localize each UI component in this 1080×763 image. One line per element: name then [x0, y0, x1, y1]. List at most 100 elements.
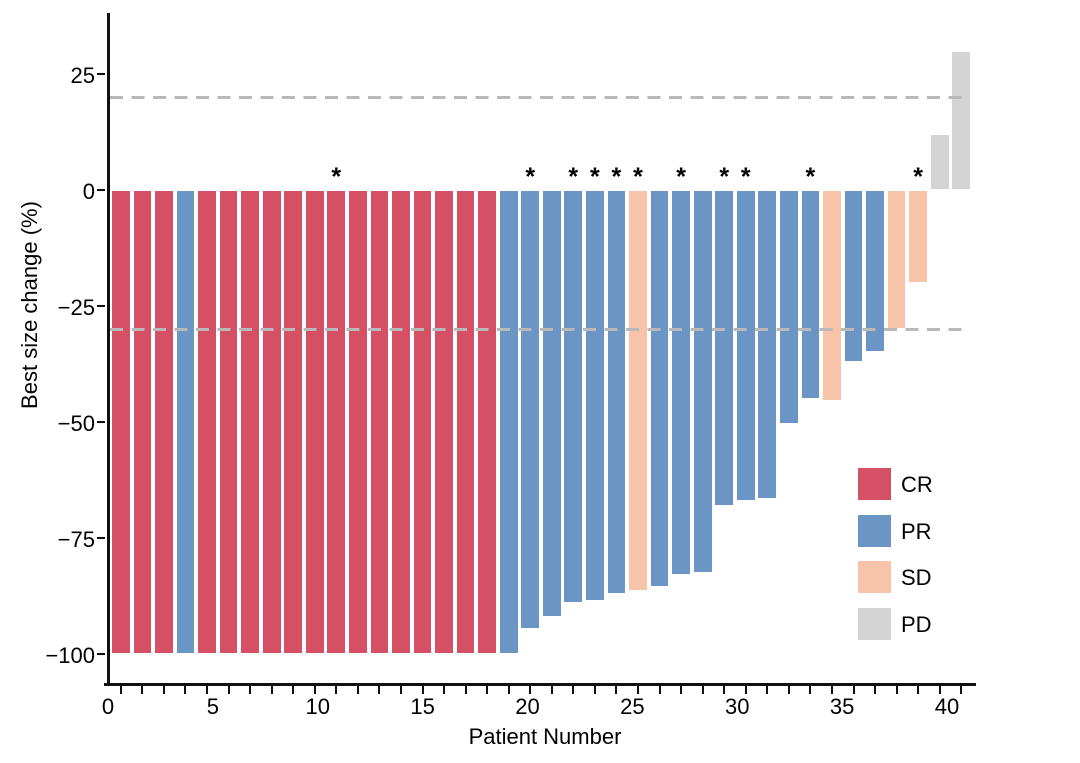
x-tick-label-10: 10 — [305, 694, 331, 719]
x-tick-18 — [486, 686, 489, 694]
star-marker-patient-24: * — [611, 163, 622, 191]
bar-patient-7 — [240, 190, 260, 654]
star-marker-patient-23: * — [590, 163, 600, 191]
bar-patient-1 — [110, 190, 131, 654]
x-tick-31 — [766, 686, 769, 694]
x-tick-26 — [658, 686, 661, 694]
legend-label-PD: PD — [901, 612, 932, 637]
x-tick-14 — [399, 686, 402, 694]
bar-patient-25 — [628, 190, 648, 592]
x-tick-16 — [443, 686, 445, 694]
bar-patient-9 — [283, 190, 304, 654]
y-tick-25 — [97, 73, 105, 75]
x-tick-label-30: 30 — [725, 694, 750, 719]
y-tick-label-0: 0 — [82, 179, 95, 204]
y-tick-label--50: −50 — [57, 411, 95, 436]
bar-patient-27 — [671, 190, 691, 576]
bar-patient-19 — [498, 190, 519, 654]
bar-patient-35 — [843, 190, 864, 362]
x-tick-8 — [270, 686, 273, 694]
x-tick-17 — [464, 686, 467, 694]
bar-patient-24 — [606, 190, 627, 594]
reference-line-20 — [110, 95, 968, 99]
bar-patient-38 — [908, 190, 929, 283]
bar-patient-4 — [175, 190, 196, 654]
star-marker-patient-38: * — [913, 163, 923, 191]
y-tick-label--75: −75 — [57, 527, 95, 552]
x-tick-label-5: 5 — [206, 694, 220, 719]
bar-patient-2 — [132, 190, 153, 654]
x-axis-line — [104, 683, 976, 686]
x-tick-38 — [917, 686, 920, 694]
bar-patient-26 — [649, 190, 670, 587]
y-tick-0 — [97, 189, 105, 191]
x-tick-22 — [572, 686, 575, 694]
x-tick-24 — [615, 686, 618, 694]
x-tick-28 — [701, 686, 704, 694]
x-tick-40 — [960, 686, 963, 694]
bar-patient-15 — [412, 190, 433, 654]
bar-patient-31 — [757, 190, 778, 499]
legend-swatch-PR — [858, 514, 891, 547]
star-marker-patient-11: * — [331, 163, 342, 191]
star-marker-patient-29: * — [719, 163, 730, 191]
x-tick-33 — [809, 686, 812, 694]
x-tick-36 — [874, 686, 876, 694]
x-tick-25 — [637, 686, 639, 694]
x-tick-7 — [249, 686, 252, 694]
bar-patient-39 — [929, 134, 950, 190]
bar-patient-37 — [886, 190, 907, 330]
legend-label-SD: SD — [901, 565, 932, 591]
legend-swatch-PD — [858, 608, 891, 640]
x-tick-29 — [723, 686, 726, 694]
bar-patient-13 — [369, 190, 390, 654]
x-tick-label-15: 15 — [410, 694, 435, 719]
x-tick-20 — [529, 686, 532, 694]
legend-label-PR: PR — [901, 518, 932, 544]
y-tick-label--25: −25 — [57, 295, 95, 320]
x-tick-15 — [421, 686, 424, 694]
x-tick-10 — [313, 686, 316, 694]
x-tick-11 — [335, 686, 338, 694]
star-marker-patient-22: * — [568, 163, 579, 191]
y-tick-label--100: −100 — [45, 643, 95, 668]
star-marker-patient-33: * — [805, 163, 816, 191]
x-tick-12 — [356, 686, 359, 694]
bar-patient-5 — [197, 190, 217, 654]
x-tick-label-35: 35 — [829, 694, 855, 719]
x-tick-34 — [830, 686, 833, 694]
bar-patient-6 — [218, 190, 239, 654]
reference-line--30 — [110, 327, 968, 331]
legend-label-CR: CR — [901, 472, 933, 497]
x-tick-label-0: 0 — [101, 694, 115, 719]
bar-patient-32 — [779, 190, 799, 425]
bar-patient-28 — [692, 190, 713, 573]
bar-patient-36 — [865, 190, 885, 353]
x-tick-3 — [162, 686, 165, 694]
y-axis-title: Best size change (%) — [17, 201, 42, 409]
bar-patient-12 — [347, 190, 368, 654]
bar-patient-29 — [714, 190, 735, 506]
x-tick-label-25: 25 — [620, 694, 645, 719]
y-axis-line — [107, 13, 110, 686]
bar-patient-22 — [563, 190, 584, 603]
bar-patient-14 — [391, 190, 411, 654]
star-marker-patient-30: * — [740, 163, 751, 191]
y-tick--50 — [97, 421, 105, 423]
x-tick-27 — [680, 686, 683, 694]
bar-patient-3 — [154, 190, 174, 654]
y-tick-label-25: 25 — [70, 63, 95, 88]
y-tick--75 — [97, 537, 105, 539]
x-tick-6 — [227, 686, 230, 694]
x-tick-1 — [119, 686, 122, 694]
bar-patient-11 — [326, 190, 347, 654]
x-tick-21 — [550, 686, 553, 694]
legend-swatch-SD — [858, 561, 891, 594]
bar-patient-10 — [304, 190, 325, 654]
star-marker-patient-20: * — [525, 163, 536, 191]
star-marker-patient-25: * — [633, 163, 643, 191]
x-tick-9 — [292, 686, 295, 694]
x-tick-5 — [206, 686, 208, 694]
bar-patient-34 — [822, 190, 842, 402]
